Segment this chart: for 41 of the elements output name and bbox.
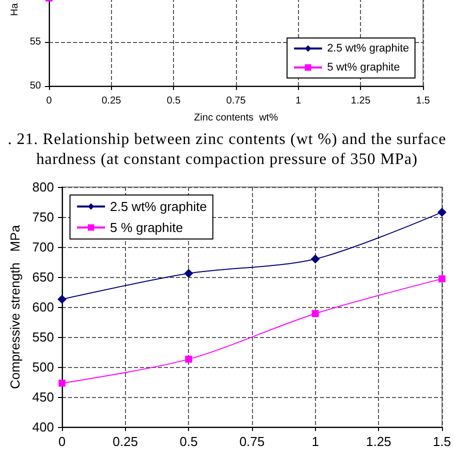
x-tick-label: 1.5 [432,434,452,449]
y-tick-label: 500 [32,360,54,374]
x-tick-label: 0 [46,96,52,106]
point [312,310,319,318]
x-tick-label: 0.5 [166,96,182,106]
text: . 21. Relationship between zinc contents (wt %) and the surface hardness (at constant compaction pressure of 350 MPa) [6,130,448,170]
x-tick-label: 0.25 [112,434,138,449]
legend-label: 5 % graphite [110,220,183,235]
y-axis-title: Compressive strength MPa [7,224,22,390]
legend-label: 2.5 wt% graphite [110,199,207,214]
x-tick-label: 1.5 [416,96,430,106]
x-axis-title: Zinc contents wt% [194,112,278,124]
x-tick-label: 1.25 [350,96,371,106]
x-tick-label: 1 [296,96,302,106]
y-tick-label: 50 [30,80,42,92]
legend-label: 5 wt% graphite [327,62,400,74]
point [58,294,66,304]
point [58,380,66,387]
point [310,254,320,264]
y-tick-label: 750 [32,210,54,224]
y-axis-title: Ha [10,2,20,16]
x-tick-label: 0 [58,434,66,449]
y-tick-label: 400 [32,420,54,434]
y-tick-label: 650 [32,270,54,284]
y-tick-label: 550 [32,330,54,344]
x-tick-label: 1.25 [366,434,392,449]
y-tick-label: 450 [32,390,54,404]
x-tick-label: 0.5 [180,434,198,449]
x-tick-label: 0.75 [239,434,265,449]
y-tick-label: 55 [30,36,42,48]
point [437,208,446,217]
y-tick-label: 600 [32,300,54,314]
y-tick-label: 800 [32,180,54,194]
point [438,275,446,282]
y-tick-label: 700 [32,240,54,254]
x-tick-label: 0.25 [102,96,122,106]
point [185,356,192,363]
legend-label: 2.5 wt% graphite [327,42,409,54]
point [184,268,194,278]
x-tick-label: 1 [312,434,319,449]
x-tick-label: 0.75 [226,96,246,106]
